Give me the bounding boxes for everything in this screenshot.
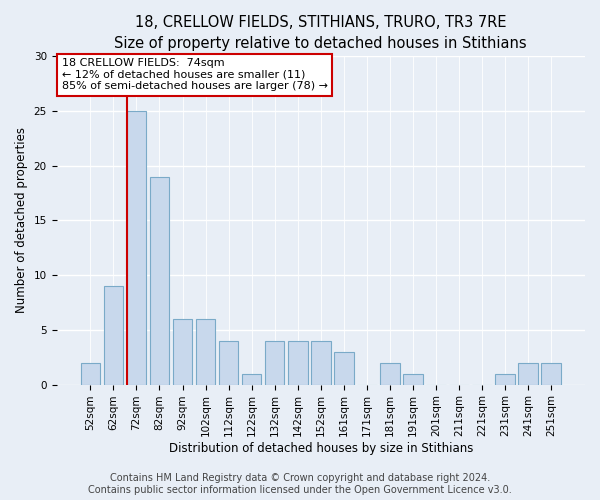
Y-axis label: Number of detached properties: Number of detached properties xyxy=(15,128,28,314)
Bar xyxy=(541,362,561,384)
Bar xyxy=(403,374,423,384)
Text: 18 CRELLOW FIELDS:  74sqm
← 12% of detached houses are smaller (11)
85% of semi-: 18 CRELLOW FIELDS: 74sqm ← 12% of detach… xyxy=(62,58,328,91)
Bar xyxy=(496,374,515,384)
Bar xyxy=(265,341,284,384)
Bar xyxy=(242,374,262,384)
Bar xyxy=(219,341,238,384)
Bar xyxy=(104,286,123,384)
Bar xyxy=(334,352,353,384)
Title: 18, CRELLOW FIELDS, STITHIANS, TRURO, TR3 7RE
Size of property relative to detac: 18, CRELLOW FIELDS, STITHIANS, TRURO, TR… xyxy=(115,15,527,51)
Bar xyxy=(149,176,169,384)
Bar xyxy=(80,362,100,384)
Bar xyxy=(518,362,538,384)
Bar xyxy=(288,341,308,384)
X-axis label: Distribution of detached houses by size in Stithians: Distribution of detached houses by size … xyxy=(169,442,473,455)
Text: Contains HM Land Registry data © Crown copyright and database right 2024.
Contai: Contains HM Land Registry data © Crown c… xyxy=(88,474,512,495)
Bar xyxy=(127,111,146,384)
Bar xyxy=(380,362,400,384)
Bar xyxy=(196,319,215,384)
Bar xyxy=(173,319,193,384)
Bar xyxy=(311,341,331,384)
